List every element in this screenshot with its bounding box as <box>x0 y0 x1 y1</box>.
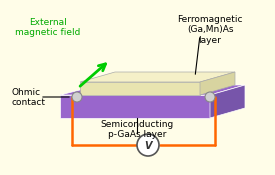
Polygon shape <box>60 95 210 118</box>
Circle shape <box>137 134 159 156</box>
Text: Ohmic
contact: Ohmic contact <box>12 88 46 107</box>
Text: Ferromagnetic
(Ga,Mn)As
layer: Ferromagnetic (Ga,Mn)As layer <box>177 15 243 45</box>
Text: Semiconducting
p-GaAs layer: Semiconducting p-GaAs layer <box>100 120 174 139</box>
Polygon shape <box>60 85 245 95</box>
Polygon shape <box>200 72 235 95</box>
Polygon shape <box>210 85 245 118</box>
Text: External
magnetic field: External magnetic field <box>15 18 81 37</box>
Circle shape <box>205 92 215 102</box>
Polygon shape <box>80 72 235 82</box>
Circle shape <box>72 92 82 102</box>
Polygon shape <box>80 82 200 95</box>
Text: V: V <box>144 141 152 151</box>
